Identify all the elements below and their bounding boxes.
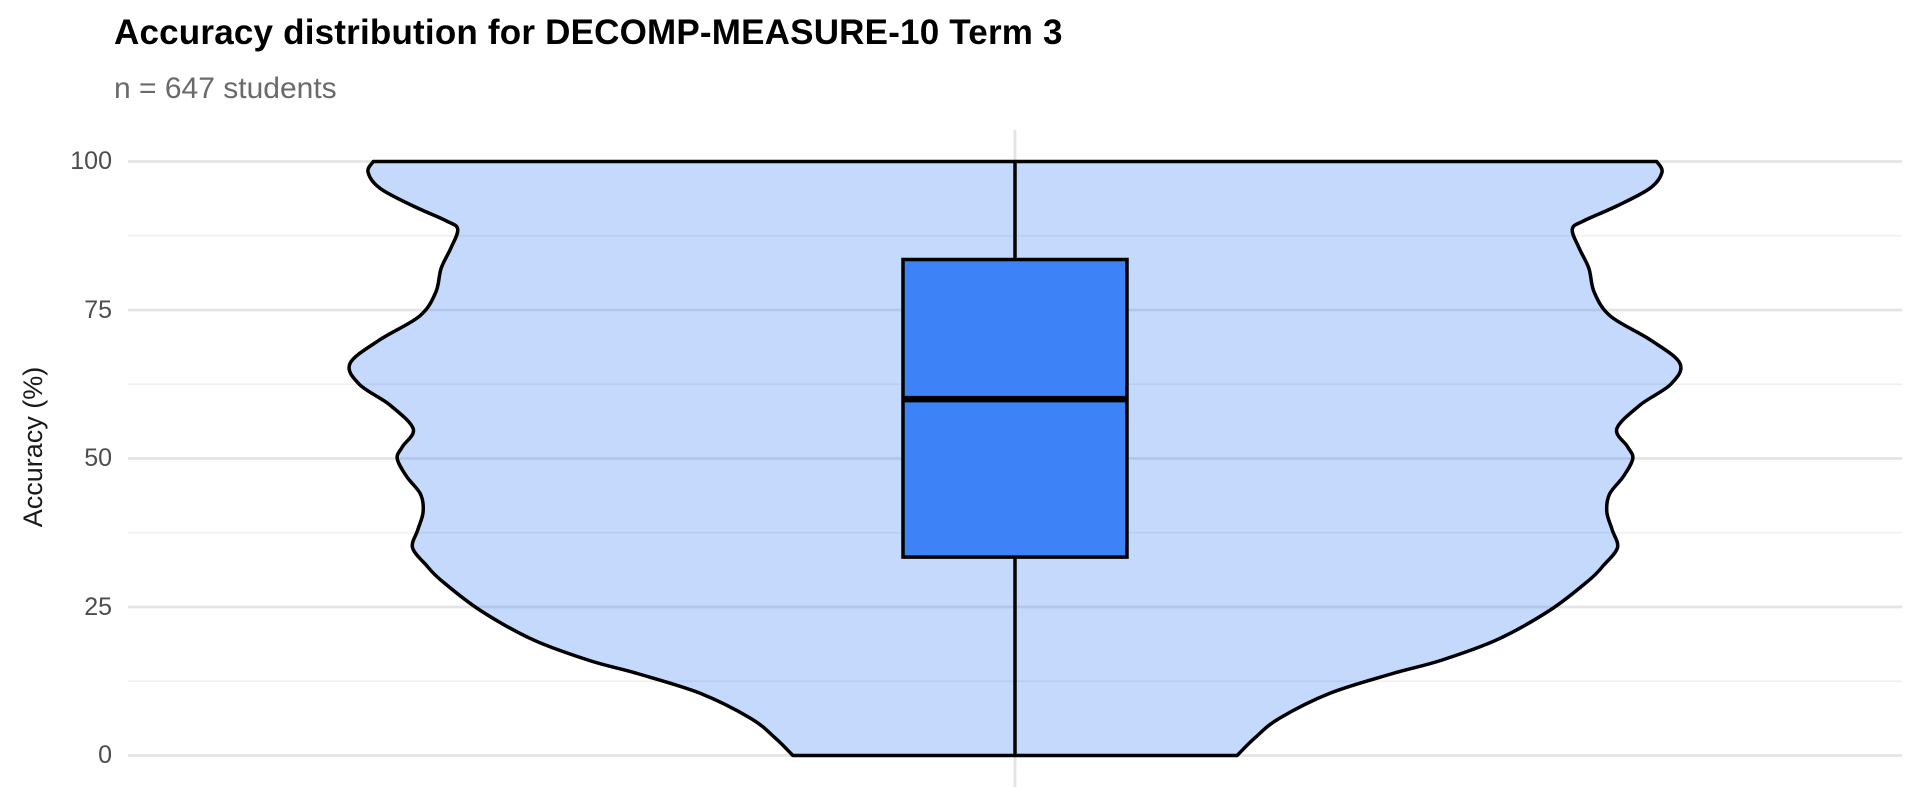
iqr-box — [901, 257, 1129, 559]
chart-subtitle: n = 647 students — [114, 72, 337, 105]
y-tick-label: 75 — [84, 295, 112, 324]
chart-title: Accuracy distribution for DECOMP-MEASURE… — [114, 13, 1063, 52]
y-tick-label: 25 — [84, 592, 112, 621]
y-tick-label: 100 — [70, 147, 112, 175]
y-tick-label: 0 — [98, 741, 112, 769]
y-tick-label: 50 — [84, 444, 112, 472]
